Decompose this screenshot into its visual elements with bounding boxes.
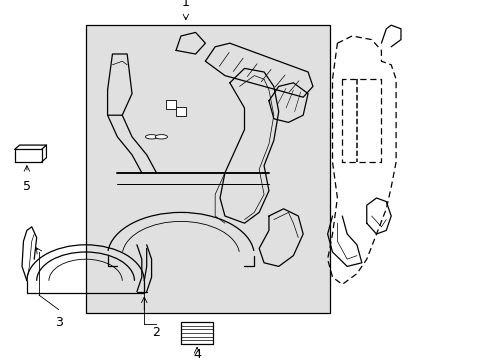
- Bar: [176, 107, 185, 116]
- Text: 5: 5: [23, 180, 31, 193]
- Text: 4: 4: [193, 348, 201, 360]
- Ellipse shape: [145, 135, 157, 139]
- Bar: [166, 100, 176, 109]
- Ellipse shape: [155, 135, 167, 139]
- Bar: [85, 25, 329, 313]
- Text: 3: 3: [55, 316, 62, 329]
- Text: 2: 2: [152, 327, 160, 339]
- Text: 1: 1: [182, 0, 189, 9]
